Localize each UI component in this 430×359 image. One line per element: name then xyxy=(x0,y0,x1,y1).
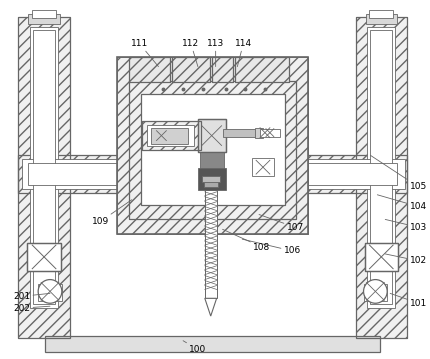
Bar xyxy=(260,129,280,137)
Bar xyxy=(202,176,220,182)
Circle shape xyxy=(363,280,387,303)
Bar xyxy=(365,243,398,271)
Bar xyxy=(172,57,210,82)
Bar xyxy=(22,159,131,189)
Bar xyxy=(33,30,55,304)
Text: 111: 111 xyxy=(131,39,159,67)
Bar xyxy=(200,152,224,172)
Bar xyxy=(198,119,225,152)
Bar xyxy=(30,27,58,308)
Text: 103: 103 xyxy=(385,219,427,232)
Bar xyxy=(291,155,407,193)
Text: 113: 113 xyxy=(207,39,224,67)
Text: 100: 100 xyxy=(183,341,206,354)
Bar xyxy=(212,57,233,82)
Text: 106: 106 xyxy=(242,239,301,256)
Text: 105: 105 xyxy=(371,155,427,191)
Bar xyxy=(117,57,308,234)
Bar xyxy=(366,14,397,24)
Text: 201: 201 xyxy=(13,292,50,301)
Bar xyxy=(45,336,380,351)
Bar xyxy=(204,182,218,187)
Bar xyxy=(363,284,387,301)
Bar xyxy=(38,284,62,301)
Bar xyxy=(205,190,217,298)
Bar xyxy=(32,10,56,18)
Bar xyxy=(356,17,407,338)
Bar xyxy=(301,163,397,185)
Bar xyxy=(18,17,70,338)
Bar xyxy=(18,155,135,193)
Bar xyxy=(365,243,398,271)
Bar xyxy=(235,57,289,82)
Bar xyxy=(212,57,233,82)
Bar xyxy=(129,57,170,82)
Bar xyxy=(255,128,263,137)
Bar xyxy=(147,125,194,146)
Circle shape xyxy=(38,280,62,303)
Bar xyxy=(223,129,260,137)
Bar xyxy=(252,158,274,176)
Text: 109: 109 xyxy=(92,200,132,226)
Bar xyxy=(291,155,407,193)
Bar xyxy=(129,81,297,219)
Bar xyxy=(356,17,407,338)
Bar xyxy=(371,30,392,304)
Text: 112: 112 xyxy=(182,39,200,67)
Bar xyxy=(172,57,210,82)
Text: 114: 114 xyxy=(235,39,252,67)
Bar xyxy=(28,243,61,271)
Text: 101: 101 xyxy=(390,293,427,308)
Bar xyxy=(129,57,170,82)
Bar xyxy=(28,14,60,24)
Bar xyxy=(142,121,201,150)
Bar xyxy=(198,168,225,190)
Bar xyxy=(18,17,70,338)
Bar xyxy=(28,243,61,271)
Text: 108: 108 xyxy=(223,229,270,252)
Bar xyxy=(117,57,308,234)
Polygon shape xyxy=(205,298,217,316)
Bar xyxy=(129,81,297,219)
Text: 104: 104 xyxy=(378,195,427,211)
Text: 107: 107 xyxy=(259,215,304,232)
Bar xyxy=(141,94,285,205)
Bar xyxy=(150,128,188,144)
Bar xyxy=(235,57,289,82)
Bar xyxy=(369,10,393,18)
Bar xyxy=(198,119,225,152)
Bar xyxy=(368,27,395,308)
Text: 102: 102 xyxy=(385,254,427,265)
Text: 202: 202 xyxy=(13,304,50,313)
Bar xyxy=(142,121,201,150)
Bar xyxy=(297,159,405,189)
Bar xyxy=(28,163,125,185)
Bar xyxy=(18,155,135,193)
